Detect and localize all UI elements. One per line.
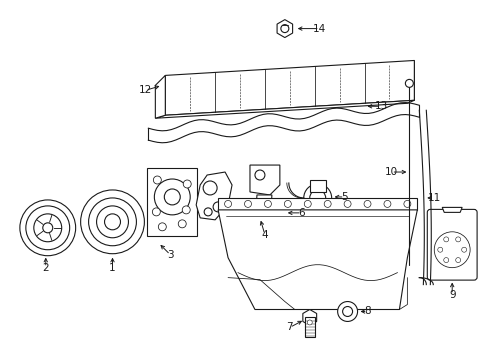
Circle shape	[42, 223, 53, 233]
Circle shape	[433, 232, 469, 268]
FancyBboxPatch shape	[427, 210, 476, 280]
Circle shape	[154, 179, 190, 215]
Text: 14: 14	[312, 24, 325, 33]
Text: 2: 2	[42, 263, 49, 273]
Circle shape	[203, 181, 217, 195]
Text: 7: 7	[286, 323, 292, 332]
Circle shape	[264, 201, 271, 207]
Polygon shape	[309, 180, 325, 192]
Polygon shape	[302, 310, 316, 325]
Circle shape	[447, 245, 456, 255]
Circle shape	[439, 238, 463, 262]
Circle shape	[403, 201, 410, 207]
Polygon shape	[218, 210, 416, 310]
Circle shape	[455, 258, 460, 262]
Circle shape	[306, 320, 312, 325]
Circle shape	[254, 170, 264, 180]
Circle shape	[309, 190, 325, 206]
Circle shape	[324, 201, 330, 207]
Polygon shape	[218, 198, 416, 210]
Text: 6: 6	[298, 208, 305, 218]
Polygon shape	[249, 165, 279, 195]
Circle shape	[363, 201, 370, 207]
Circle shape	[26, 206, 69, 250]
Polygon shape	[147, 168, 197, 236]
Circle shape	[164, 189, 180, 205]
Circle shape	[437, 247, 442, 252]
Circle shape	[244, 201, 251, 207]
Circle shape	[96, 206, 128, 238]
Circle shape	[152, 208, 160, 216]
Text: 10: 10	[384, 167, 397, 177]
Polygon shape	[277, 20, 292, 37]
Circle shape	[455, 237, 460, 242]
Text: 3: 3	[166, 250, 173, 260]
Circle shape	[259, 214, 266, 222]
Circle shape	[104, 214, 120, 230]
Circle shape	[443, 237, 448, 242]
Circle shape	[183, 180, 191, 188]
Circle shape	[461, 247, 466, 252]
Text: 1: 1	[109, 263, 116, 273]
Text: 5: 5	[341, 192, 347, 202]
Circle shape	[443, 258, 448, 262]
Text: 11: 11	[427, 193, 440, 203]
Text: 13: 13	[374, 101, 387, 111]
Text: 12: 12	[139, 85, 152, 95]
Polygon shape	[304, 318, 314, 337]
Circle shape	[34, 214, 61, 242]
Text: 8: 8	[364, 306, 370, 316]
Polygon shape	[196, 172, 232, 220]
Circle shape	[81, 190, 144, 254]
Circle shape	[383, 201, 390, 207]
Circle shape	[88, 198, 136, 246]
Polygon shape	[165, 60, 413, 115]
Polygon shape	[155, 100, 413, 118]
Circle shape	[304, 201, 310, 207]
Circle shape	[303, 184, 331, 212]
Circle shape	[280, 24, 288, 32]
Circle shape	[224, 201, 231, 207]
Polygon shape	[441, 207, 461, 212]
Circle shape	[284, 201, 291, 207]
Circle shape	[213, 202, 223, 212]
Text: 4: 4	[261, 230, 268, 240]
Circle shape	[178, 220, 186, 228]
Circle shape	[263, 202, 272, 212]
Polygon shape	[254, 195, 271, 232]
Circle shape	[182, 206, 190, 214]
Circle shape	[158, 223, 166, 231]
Circle shape	[342, 306, 352, 316]
Circle shape	[337, 302, 357, 321]
Circle shape	[203, 208, 212, 216]
Text: 9: 9	[448, 289, 455, 300]
Polygon shape	[155, 75, 165, 118]
Circle shape	[153, 176, 161, 184]
Circle shape	[20, 200, 76, 256]
Circle shape	[344, 201, 350, 207]
Circle shape	[405, 80, 412, 87]
